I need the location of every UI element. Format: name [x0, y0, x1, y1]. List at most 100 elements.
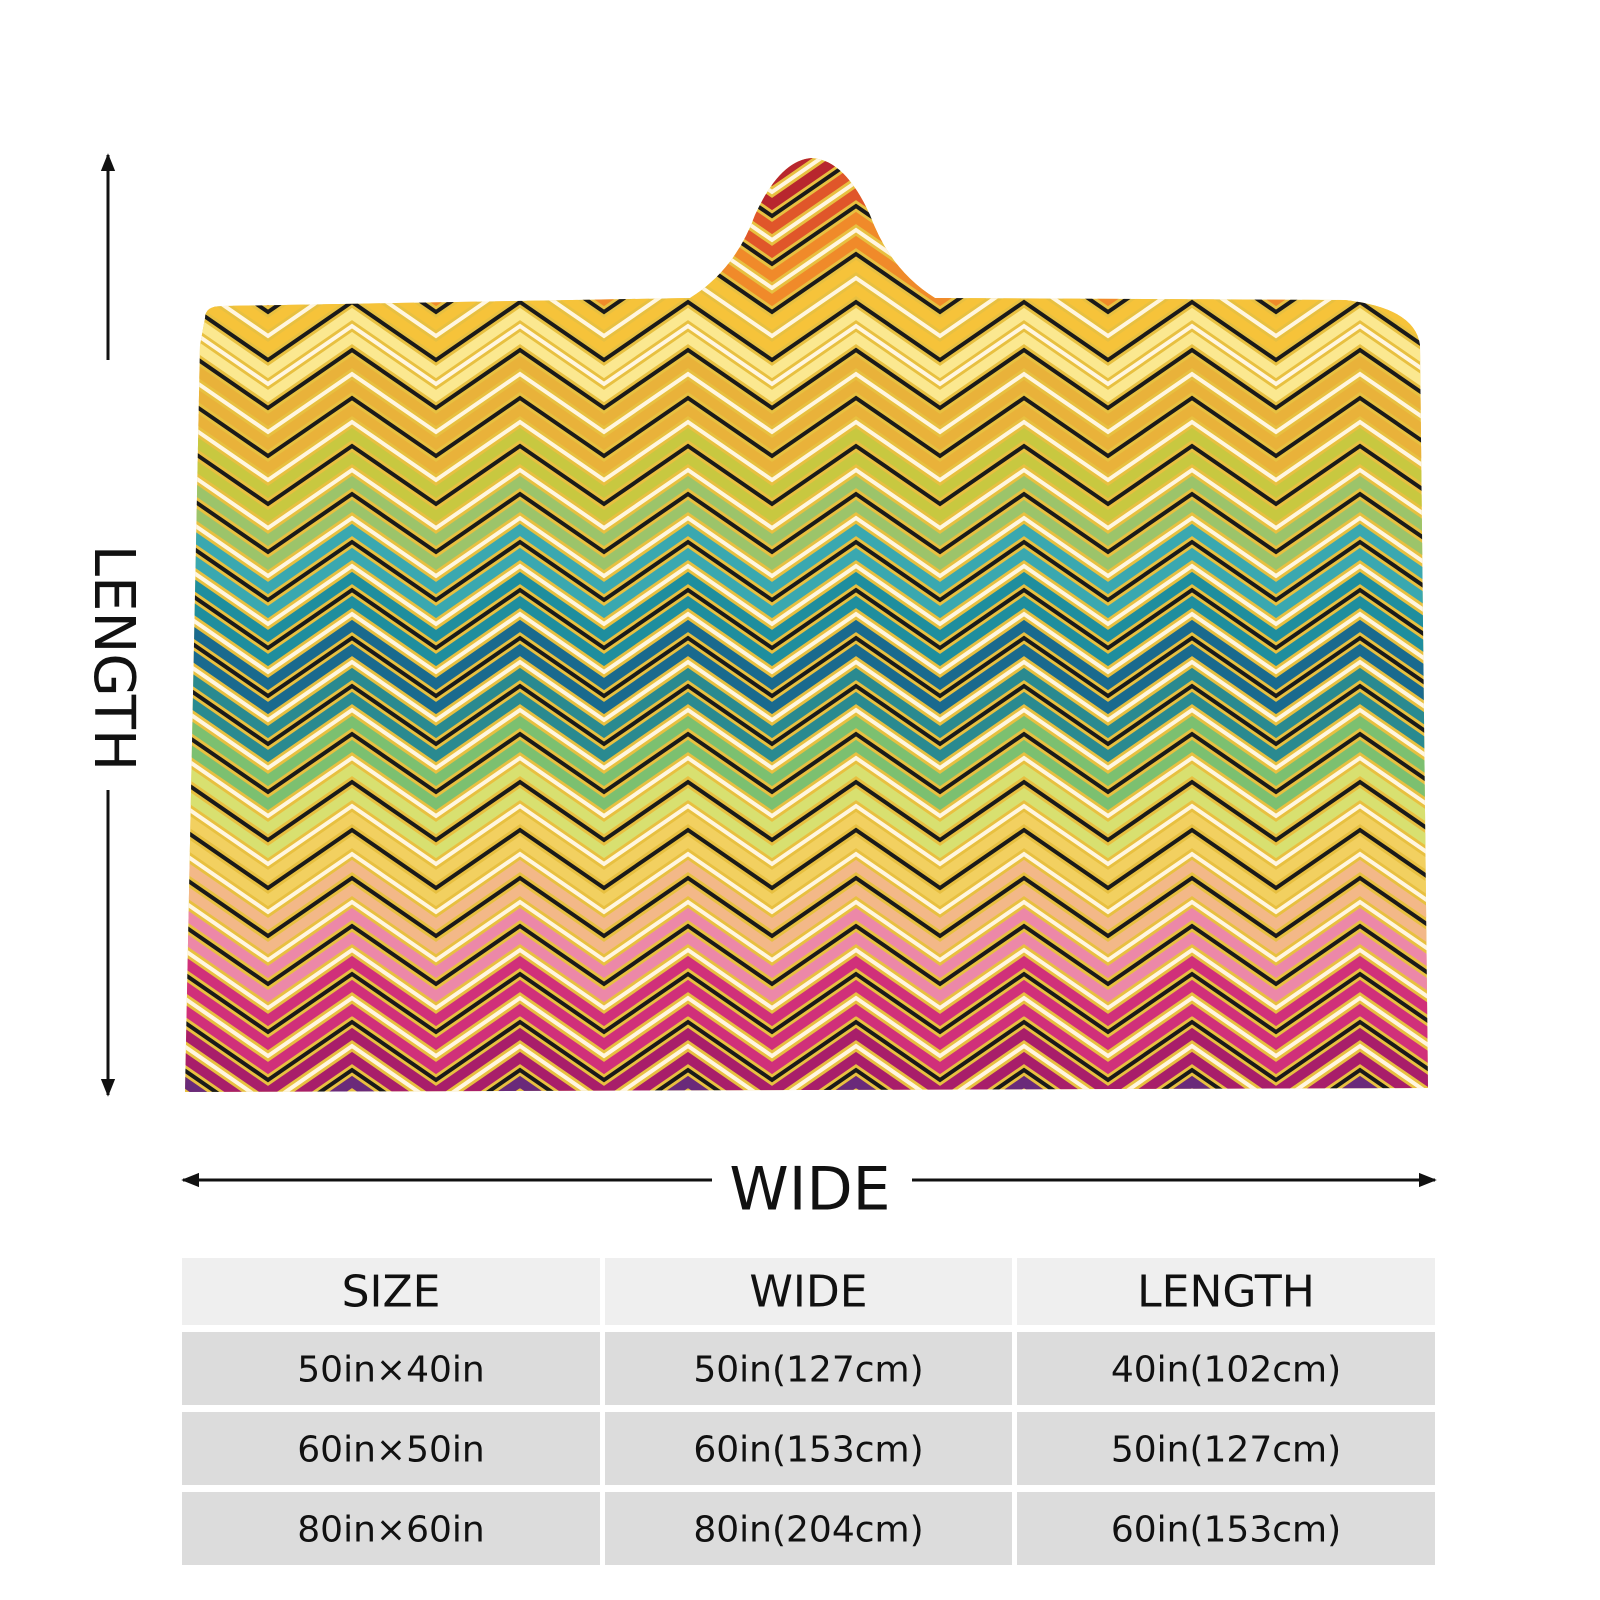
table-cell-text: 50in(127cm) [693, 1350, 923, 1391]
chevron-stripe [185, 691, 1428, 763]
chevron-stripe [185, 883, 1428, 955]
table-header-cell [182, 1258, 600, 1325]
chevron-stripe [185, 539, 1428, 603]
chevron-stripe [185, 899, 1428, 963]
table-cell-text: 80in(204cm) [693, 1510, 923, 1551]
table-cell [605, 1332, 1012, 1405]
chevron-stripe [185, 1027, 1428, 1092]
chevron-stripe [185, 158, 1428, 195]
chevron-stripe [185, 715, 1428, 787]
chevron-stripe [185, 923, 1428, 987]
chevron-stripe [185, 619, 1428, 691]
table-cell [182, 1492, 600, 1565]
table-cell-text: 60in(153cm) [693, 1430, 923, 1471]
chevron-stripe [185, 955, 1428, 1027]
table-cell-text: 40in(102cm) [1111, 1350, 1341, 1391]
chevron-stripe [185, 331, 1428, 403]
chevron-stripe [185, 971, 1428, 1035]
chevron-stripe [185, 515, 1428, 579]
chevron-stripe [185, 763, 1428, 835]
chevron-stripe [185, 347, 1428, 411]
chevron-stripe [185, 1043, 1428, 1092]
chevron-stripe [185, 475, 1428, 547]
table-cell [182, 1332, 600, 1405]
chevron-stripe [185, 419, 1428, 483]
table-cell [1017, 1492, 1435, 1565]
chevron-stripe [185, 595, 1428, 667]
chevron-stripe [100, 74, 1444, 132]
chevron-stripe [185, 1019, 1428, 1083]
chevron-stripe [185, 755, 1428, 819]
chevron-stripe [185, 379, 1428, 451]
chevron-stripe [185, 451, 1428, 523]
chevron-stripe [185, 283, 1428, 355]
chevron-stripe [185, 547, 1428, 619]
chevron-stripe [185, 731, 1428, 795]
chevron-stripe [185, 859, 1428, 931]
chevron-stripe [185, 835, 1428, 907]
chevron-stripe [185, 907, 1428, 979]
chevron-stripe [185, 403, 1428, 475]
chevron-stripe [185, 587, 1428, 651]
chevron-stripe [185, 875, 1428, 939]
chevron-stripe [185, 827, 1428, 891]
chevron-stripe [185, 811, 1428, 883]
chevron-stripe [185, 779, 1428, 843]
chevron-stripe [185, 443, 1428, 507]
chevron-stripe [185, 803, 1428, 867]
chevron-stripe [185, 571, 1428, 643]
table-cell [1017, 1332, 1435, 1405]
length-label: LENGTH [81, 545, 146, 771]
chevron-stripe [185, 158, 1428, 171]
table-cell-text: 80in×60in [297, 1510, 484, 1551]
chevron-stripe [185, 635, 1428, 699]
table-header-text: SIZE [342, 1267, 441, 1318]
table-header-text: LENGTH [1137, 1267, 1315, 1318]
chevron-stripe [185, 667, 1428, 739]
chevron-stripe [185, 995, 1428, 1059]
wide-label: WIDE [729, 1155, 890, 1225]
table-cell-text: 50in(127cm) [1111, 1430, 1341, 1471]
chevron-stripe [185, 611, 1428, 675]
chevron-stripe [185, 787, 1428, 859]
table-cell [605, 1492, 1012, 1565]
chevron-stripe [185, 355, 1428, 427]
chevron-stripe [185, 523, 1428, 595]
chevron-stripe [185, 659, 1428, 723]
size-table: SIZE WIDE LENGTH 50in×40in 50in(127cm) 40in(1… [182, 1258, 1435, 1565]
chevron-stripe [185, 158, 1428, 163]
chevron-stripe [185, 979, 1428, 1051]
chevron-stripe [185, 851, 1428, 915]
chevron-stripe [185, 395, 1428, 459]
table-cell [605, 1412, 1012, 1485]
table-cell [182, 1412, 600, 1485]
chevron-stripe [185, 1003, 1428, 1075]
chevron-stripe [185, 467, 1428, 531]
table-header-cell [605, 1258, 1012, 1325]
chevron-stripe [185, 371, 1428, 435]
chevron-stripe [185, 563, 1428, 627]
chevron-stripe [185, 739, 1428, 811]
blanket-pattern [100, 62, 1444, 1092]
table-cell-text: 50in×40in [297, 1350, 484, 1391]
table-cell-text: 60in(153cm) [1111, 1510, 1341, 1551]
chevron-stripe [185, 299, 1428, 363]
chevron-stripe [185, 947, 1428, 1011]
chevron-stripe [185, 643, 1428, 715]
chevron-stripe [185, 683, 1428, 747]
chevron-stripe [185, 1051, 1428, 1092]
chevron-stripe [185, 491, 1428, 555]
chevron-stripe [185, 307, 1428, 379]
chevron-stripe [100, 62, 1444, 120]
table-cell-text: 60in×50in [297, 1430, 484, 1471]
chevron-stripe [185, 931, 1428, 1003]
chevron-stripe [185, 427, 1428, 499]
chevron-stripe [100, 86, 1444, 144]
chevron-stripe [185, 158, 1428, 187]
table-cell [1017, 1412, 1435, 1485]
chevron-stripe [185, 1091, 1428, 1092]
chevron-stripe [185, 499, 1428, 571]
chevron-stripe [185, 323, 1428, 387]
